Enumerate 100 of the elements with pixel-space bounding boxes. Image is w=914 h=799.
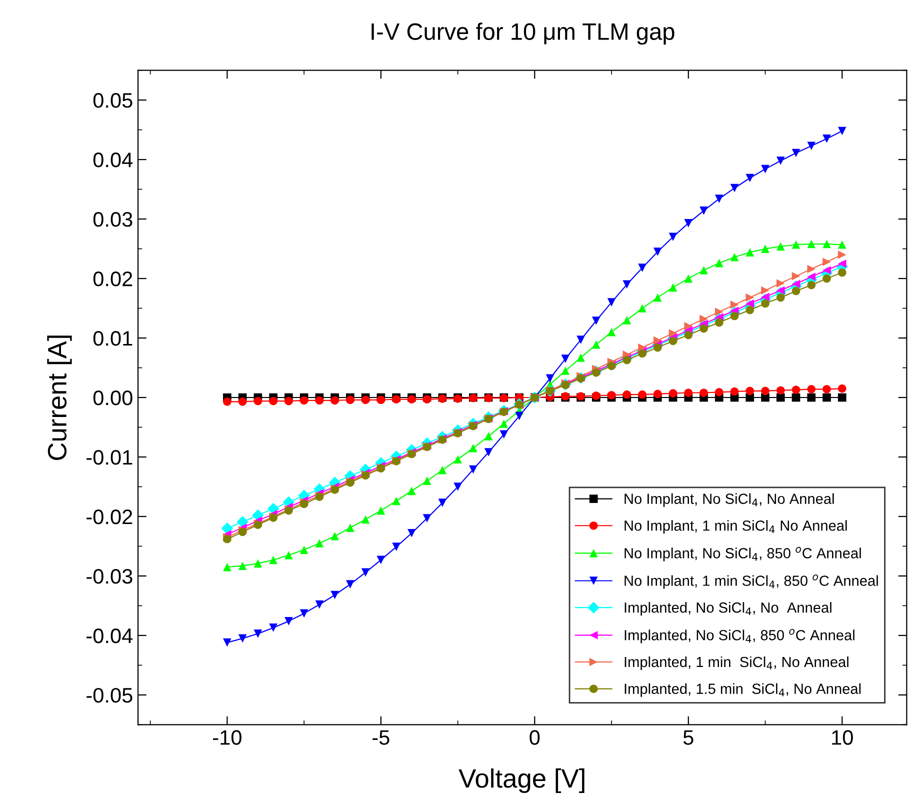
point <box>838 126 846 136</box>
y-axis-title: Current [A] <box>47 336 72 460</box>
point <box>761 286 770 295</box>
y-tick-label: -0.01 <box>86 450 132 465</box>
y-tick-label: -0.05 <box>86 688 132 703</box>
point <box>822 393 831 402</box>
legend-label: No Implant, 1 min SiCl$_{4}$ No Anneal <box>624 520 847 534</box>
point <box>807 272 816 281</box>
point <box>730 252 739 262</box>
point <box>484 448 493 456</box>
point <box>776 156 785 165</box>
point <box>714 308 724 316</box>
point <box>776 293 785 302</box>
point <box>668 336 678 346</box>
point <box>668 283 678 292</box>
point <box>807 280 816 290</box>
point <box>407 486 416 496</box>
point <box>422 514 432 522</box>
point <box>700 388 708 397</box>
point <box>254 630 262 638</box>
point <box>700 266 708 274</box>
point <box>376 396 386 404</box>
x-tick-label: -10 <box>213 730 242 745</box>
point <box>746 299 754 308</box>
point <box>638 304 646 312</box>
legend-label: No Implant, No SiCl$_{4}$, No Anneal <box>624 493 834 507</box>
point <box>592 316 600 325</box>
y-tick-label: -0.04 <box>86 628 133 644</box>
point <box>330 590 339 600</box>
point <box>807 142 816 150</box>
point <box>376 556 386 564</box>
point <box>622 280 632 289</box>
point <box>561 354 570 363</box>
point <box>730 312 739 320</box>
point <box>269 624 278 632</box>
point <box>346 524 354 532</box>
point <box>700 314 708 324</box>
point <box>653 343 662 352</box>
point <box>822 240 831 248</box>
point <box>792 393 800 402</box>
point <box>807 240 816 248</box>
y-tick-label: 0.05 <box>93 93 132 108</box>
point <box>607 328 616 336</box>
point <box>500 420 508 428</box>
point <box>546 374 554 383</box>
point <box>254 559 262 568</box>
point <box>822 274 831 283</box>
legend-label: Implanted, 1.5 min SiCl$_{4}$, No Anneal <box>624 683 861 697</box>
point <box>761 244 770 253</box>
point <box>346 580 354 588</box>
chart-title: I-V Curve for 10 μm TLM gap <box>372 22 674 45</box>
point <box>576 353 585 362</box>
point <box>330 532 339 540</box>
point <box>684 219 693 228</box>
point <box>284 617 293 626</box>
point <box>468 465 478 474</box>
point <box>392 496 400 506</box>
point <box>438 498 447 507</box>
x-tick-label: -5 <box>372 730 390 745</box>
point <box>746 386 754 396</box>
point <box>792 272 800 280</box>
point <box>361 568 370 577</box>
point <box>684 388 693 397</box>
point <box>422 476 432 485</box>
point <box>684 322 693 330</box>
point <box>284 550 293 560</box>
point <box>515 412 524 420</box>
point <box>838 384 846 393</box>
point <box>607 390 616 400</box>
legend-label: No Implant, 1 min SiCl$_{4}$, 850 $^{o}$C Anneal <box>624 574 878 589</box>
point <box>730 387 739 396</box>
point <box>746 174 754 182</box>
point <box>223 398 232 406</box>
point <box>838 259 846 268</box>
point <box>714 388 724 396</box>
legend-label: Implanted, 1 min SiCl$_{4}$, No Anneal <box>624 656 848 670</box>
point <box>484 432 493 440</box>
point <box>776 286 785 295</box>
legend-label: Implanted, No SiCl$_{4}$, No Anneal <box>624 602 832 616</box>
point <box>838 268 846 277</box>
point <box>376 506 386 515</box>
x-axis-title: Voltage [V] <box>458 768 584 794</box>
y-tick-label: 0.04 <box>93 152 133 168</box>
point <box>807 393 816 402</box>
y-tick-label: 0.03 <box>93 212 132 227</box>
point <box>714 318 724 327</box>
point <box>392 542 400 551</box>
x-tick-label: 0 <box>530 730 540 745</box>
point <box>223 638 232 647</box>
point <box>776 386 785 395</box>
point <box>638 349 646 358</box>
point <box>223 562 232 572</box>
point <box>822 134 831 143</box>
point <box>792 280 800 288</box>
point <box>761 386 770 396</box>
point <box>407 528 416 538</box>
point <box>561 366 570 375</box>
point <box>714 258 724 268</box>
y-tick-label: -0.02 <box>86 509 132 524</box>
point <box>792 148 800 158</box>
